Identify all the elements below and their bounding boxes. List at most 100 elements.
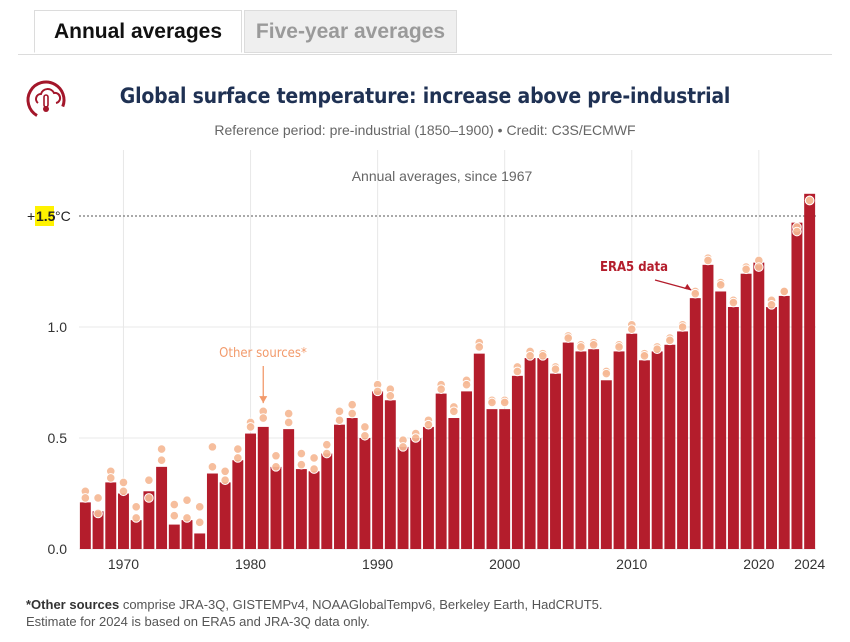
bar: [245, 433, 257, 549]
other-source-point: [461, 379, 472, 390]
other-source-point: [665, 335, 675, 346]
bar: [321, 453, 333, 549]
other-source-point: [614, 342, 624, 352]
x-tick-label: 1970: [108, 556, 139, 572]
footnote-line1: comprise JRA-3Q, GISTEMPv4, NOAAGlobalTe…: [119, 597, 603, 612]
other-source-point: [233, 444, 243, 454]
other-source-point: [703, 255, 713, 266]
bar: [473, 353, 485, 549]
y-tick-label: 0.5: [48, 430, 68, 446]
other-source-point: [626, 324, 637, 335]
other-source-point: [220, 475, 230, 485]
other-source-point: [321, 439, 332, 450]
y-tick-label: 1.0: [48, 319, 68, 335]
bar: [689, 298, 701, 549]
other-source-point: [677, 322, 688, 332]
bar: [575, 351, 587, 549]
chart-title: Global surface temperature: increase abo…: [119, 84, 731, 108]
other-source-point: [690, 288, 701, 299]
x-tick-label: 1980: [235, 556, 266, 572]
other-source-point: [436, 384, 446, 394]
y-tick-label: 0.0: [48, 541, 68, 557]
bar: [270, 466, 282, 549]
bar: [422, 426, 434, 549]
x-tick-label: 2020: [743, 556, 774, 572]
other-source-point: [766, 300, 777, 310]
footnote-line2: Estimate for 2024 is based on ERA5 and J…: [26, 614, 370, 629]
annotation-other-sources: Other sources*: [219, 346, 307, 361]
other-source-point: [194, 517, 205, 528]
bar: [664, 344, 676, 549]
bar: [626, 333, 638, 549]
bar: [638, 360, 650, 549]
other-source-point: [652, 344, 662, 355]
other-source-point: [131, 513, 141, 523]
bar: [600, 380, 612, 549]
bar: [257, 426, 269, 549]
x-tick-label: 1990: [362, 556, 393, 572]
other-source-point: [347, 399, 357, 410]
other-source-point: [169, 510, 180, 521]
bar: [486, 409, 498, 549]
tab-five-year-averages[interactable]: Five-year averages: [244, 10, 457, 53]
other-source-point: [296, 448, 307, 459]
annotation-other-arrowhead: [259, 396, 268, 404]
bar: [194, 533, 206, 549]
bar: [499, 409, 511, 549]
bar: [283, 429, 295, 549]
other-source-point: [360, 430, 370, 441]
other-source-point: [347, 408, 357, 419]
annotation-era5-arrowhead: [684, 283, 692, 290]
other-source-point: [601, 368, 612, 379]
other-source-point: [550, 364, 561, 374]
bar: [79, 502, 91, 549]
bar: [461, 391, 473, 549]
bar: [651, 351, 663, 549]
other-source-point: [156, 444, 167, 454]
other-source-point: [283, 408, 294, 419]
other-source-point: [309, 453, 319, 463]
bar: [92, 511, 104, 549]
bar: [562, 342, 574, 549]
other-source-point: [131, 502, 141, 512]
threshold-highlight: [35, 206, 54, 226]
chart-inner-title: Annual averages, since 1967: [352, 168, 533, 184]
other-source-point: [271, 462, 281, 472]
other-source-point: [207, 442, 218, 452]
other-source-point: [334, 415, 345, 426]
other-source-point: [207, 462, 218, 472]
bar: [130, 520, 142, 549]
x-tick-label: 2010: [616, 556, 647, 572]
temperature-bar-chart: Annual averages, since 1967 + 1.5 °C 0.0 0.5 1…: [27, 150, 825, 572]
other-source-point: [296, 459, 307, 470]
bar: [295, 469, 307, 549]
other-source-point: [144, 493, 154, 503]
bar: [410, 438, 422, 549]
bar: [232, 460, 244, 549]
bar: [588, 349, 600, 549]
other-source-point: [715, 280, 726, 290]
annotation-era5: ERA5 data: [600, 260, 668, 275]
bar: [105, 482, 117, 549]
other-source-point: [283, 417, 294, 428]
tab-annual-averages[interactable]: Annual averages: [34, 10, 242, 53]
bar: [740, 273, 752, 549]
footnote: *Other sources comprise JRA-3Q, GISTEMPv…: [26, 596, 603, 630]
other-source-point: [182, 495, 192, 505]
bar: [156, 466, 168, 549]
bar: [511, 375, 523, 549]
other-source-point: [93, 508, 103, 519]
bar: [346, 418, 358, 549]
bar: [308, 471, 320, 549]
other-source-point: [118, 477, 129, 488]
other-source-point: [474, 342, 485, 352]
bar: [677, 331, 689, 549]
bar: [715, 291, 727, 549]
other-source-point: [588, 339, 599, 350]
bar: [753, 262, 765, 549]
footnote-bold: *Other sources: [26, 597, 120, 612]
other-source-point: [728, 297, 739, 308]
chart-subtitle: Reference period: pre-industrial (1850–1…: [214, 122, 636, 138]
other-source-point: [576, 342, 586, 352]
other-source-point: [741, 264, 751, 275]
